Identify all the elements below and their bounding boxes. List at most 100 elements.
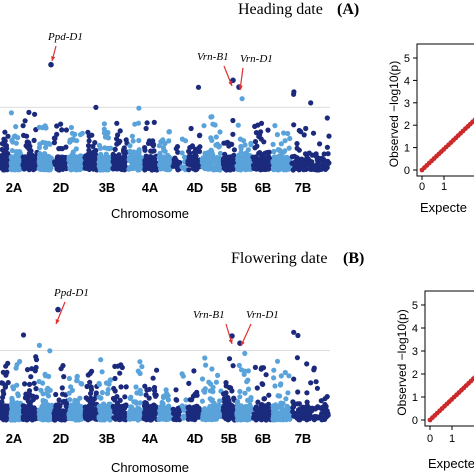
snp-point [148,403,154,409]
snp-point [286,145,292,151]
panel-a-letter-text: A [342,1,354,18]
arrow-head-ppd-d1 [51,56,56,61]
snp-point [25,394,32,400]
gene-label-vrn-d1: Vrn-D1 [246,309,279,321]
snp-point [153,410,159,417]
snp-point [121,160,128,166]
snp-point [271,375,277,381]
snp-point [187,397,193,403]
snp-point [321,151,327,157]
chromosome-label-2d: 2D [53,180,70,195]
chromosome-label-2a: 2A [6,180,23,195]
snp-point [229,158,235,164]
snp-point [9,403,15,409]
snp-point [31,160,37,166]
snp-point [150,375,156,381]
chromosome-label-4d: 4D [187,180,204,195]
snp-point [85,143,92,149]
snp-point [191,404,197,410]
snp-point [252,364,258,370]
snp-point [23,406,29,412]
snp-point [245,147,251,153]
snp-point [69,130,75,136]
snp-point [146,395,152,401]
snp-point [36,411,42,417]
snp-point [319,405,325,411]
snp-point [316,157,323,163]
snp-point [262,158,268,164]
snp-point [299,157,305,163]
snp-point [266,392,272,398]
snp-point [262,150,268,156]
arrow-head-ppd-d1 [55,319,60,324]
snp-point [117,397,123,403]
snp-point [260,381,266,387]
snp-point [8,110,14,116]
snp-point [295,332,301,339]
snp-point [157,409,163,415]
snp-point [104,390,111,397]
snp-point [82,414,88,420]
snp-point [33,364,39,371]
snp-point [14,362,20,368]
snp-point [66,157,72,163]
snp-point [133,384,139,390]
snp-point [112,388,118,394]
snp-point [26,381,33,387]
snp-point [199,398,205,404]
snp-point [58,165,64,171]
snp-point [89,368,95,374]
panel-a-letter: (A) [337,1,359,18]
snp-point [240,164,246,170]
chromosome-label-5b: 5B [221,180,238,195]
snp-point [156,154,162,160]
chromosome-label-5b: 5B [221,431,238,446]
snp-point [307,415,313,421]
snp-point [127,404,134,410]
snp-point [51,140,58,146]
snp-point [165,154,171,160]
snp-point [296,401,302,407]
snp-point [84,163,90,169]
snp-point [272,123,278,129]
snp-point [317,141,323,147]
snp-point [294,141,300,147]
snp-point [139,364,145,370]
snp-point [291,329,297,335]
snp-point [22,381,28,387]
snp-point [142,383,148,389]
snp-point [270,165,276,171]
snp-point [144,120,150,126]
snp-point [315,404,321,410]
qq-frame [424,290,474,427]
snp-point [114,120,120,126]
snp-point [86,133,92,139]
snp-point [87,159,94,165]
qq-y-tick-label: 5 [404,53,410,65]
snp-point [143,125,149,132]
snp-point [87,155,93,161]
snp-point [22,415,28,422]
snp-point [308,380,314,386]
snp-point [112,146,118,152]
snp-point [137,370,143,377]
snp-point [86,138,92,144]
snp-point [128,154,134,161]
snp-point [69,410,75,416]
snp-point [317,164,323,170]
snp-point [240,408,247,414]
snp-point [31,111,38,117]
snp-point [43,144,49,150]
snp-point [313,379,319,385]
snp-point [123,384,129,390]
snp-point [161,405,167,412]
snp-point [59,127,65,133]
snp-point [192,411,198,417]
qq-plot-a: 0 1 2 3 4 5 0 1 Expecte Observed −log10(p) [387,43,474,215]
snp-point [278,373,284,379]
snp-point [60,391,66,397]
snp-point [271,148,277,155]
snp-point [127,143,133,149]
snp-point [47,348,53,354]
snp-point [291,376,297,382]
